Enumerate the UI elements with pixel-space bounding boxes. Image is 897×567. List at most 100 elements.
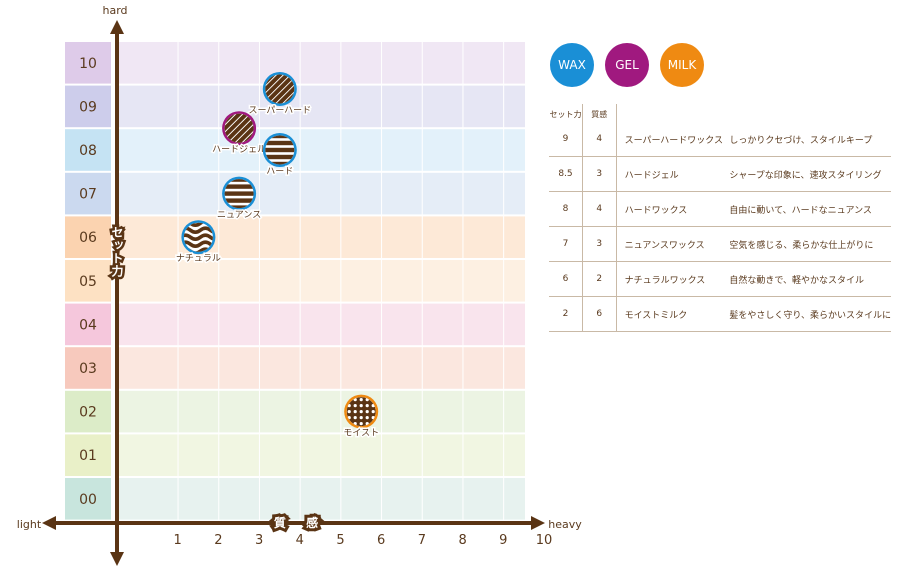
band-09 bbox=[117, 85, 525, 128]
legend-wax: WAX bbox=[550, 43, 594, 87]
texture-value: 2 bbox=[582, 261, 617, 297]
band-04 bbox=[117, 303, 525, 346]
x-tick-label: 4 bbox=[296, 533, 304, 548]
chart-bands bbox=[117, 41, 525, 521]
product-name: ハードワックス bbox=[616, 191, 728, 227]
y-tick-label: 01 bbox=[79, 448, 97, 464]
set-value: 8 bbox=[549, 191, 583, 227]
point-pattern bbox=[224, 179, 254, 209]
texture-value: 4 bbox=[582, 122, 617, 157]
y-tick-label: 04 bbox=[79, 317, 97, 333]
product-description: 自然な動きで、軽やかなスタイル bbox=[727, 261, 891, 297]
x-tick-label: 8 bbox=[458, 533, 466, 548]
point-label: ナチュラル bbox=[176, 253, 221, 264]
y-tick-bg-05 bbox=[65, 260, 111, 302]
product-description: 自由に動いて、ハードなニュアンス bbox=[727, 191, 891, 227]
point-label: スーパーハード bbox=[248, 105, 311, 116]
y-tick-label: 10 bbox=[79, 56, 97, 72]
table-header-blank-2 bbox=[727, 104, 891, 122]
point-dots: モイスト bbox=[342, 394, 381, 440]
set-value: 6 bbox=[549, 261, 583, 297]
y-tick-label: 08 bbox=[79, 143, 97, 159]
y-tick-label: 07 bbox=[79, 187, 97, 203]
x-min-label: light bbox=[17, 518, 42, 531]
point-diagonal: ハードジェル bbox=[211, 111, 268, 157]
band-03 bbox=[117, 347, 525, 389]
y-max-label: hard bbox=[102, 4, 127, 17]
table-header-texture: 質感 bbox=[582, 104, 617, 122]
point-horizontal: ハード bbox=[262, 133, 297, 179]
texture-value: 3 bbox=[582, 156, 617, 192]
x-axis-arrow-right bbox=[531, 516, 545, 530]
y-tick-bg-08 bbox=[65, 129, 111, 171]
band-07 bbox=[117, 172, 525, 215]
table-row: 9 4 スーパーハードワックス しっかりクセづけ、スタイルキープ bbox=[549, 122, 891, 157]
product-name: スーパーハードワックス bbox=[616, 122, 728, 157]
point-pattern bbox=[346, 397, 376, 427]
product-description: 空気を感じる、柔らかな仕上がりに bbox=[727, 226, 891, 262]
y-tick-bg-01 bbox=[65, 434, 111, 476]
set-value: 9 bbox=[549, 122, 583, 157]
table-row: 6 2 ナチュラルワックス 自然な動きで、軽やかなスタイル bbox=[549, 261, 891, 297]
texture-value: 4 bbox=[582, 191, 617, 227]
x-axis-arrow-left bbox=[42, 516, 56, 530]
product-name: ニュアンスワックス bbox=[616, 226, 728, 262]
texture-value: 6 bbox=[582, 296, 617, 332]
y-tick-label: 03 bbox=[79, 361, 97, 377]
legend-gel: GEL bbox=[605, 43, 649, 87]
product-description: シャープな印象に、速攻スタイリング bbox=[727, 156, 891, 192]
product-name: ハードジェル bbox=[616, 156, 728, 192]
set-value: 7 bbox=[549, 226, 583, 262]
x-max-label: heavy bbox=[548, 518, 582, 531]
band-08 bbox=[117, 129, 525, 171]
x-axis-title: 質 感 bbox=[274, 515, 326, 530]
point-label: モイスト bbox=[343, 429, 379, 439]
x-tick-label: 3 bbox=[255, 533, 263, 548]
y-tick-bg-04 bbox=[65, 303, 111, 346]
band-02 bbox=[117, 390, 525, 433]
point-label: ハード bbox=[266, 167, 293, 177]
y-tick-label: 05 bbox=[79, 274, 97, 290]
y-tick-label: 06 bbox=[79, 230, 97, 246]
y-tick-bg-06 bbox=[65, 216, 111, 258]
band-10 bbox=[117, 42, 525, 84]
product-description: しっかりクセづけ、スタイルキープ bbox=[727, 122, 891, 157]
x-tick-label: 1 bbox=[174, 533, 182, 548]
spec-table: セット力 質感 9 4 スーパーハードワックス しっかりクセづけ、スタイルキープ 8.5… bbox=[549, 104, 891, 332]
table-row: 8.5 3 ハードジェル シャープな印象に、速攻スタイリング bbox=[549, 156, 891, 192]
set-value: 8.5 bbox=[549, 156, 583, 192]
y-axis-arrow-top bbox=[110, 20, 124, 34]
y-tick-bg-10 bbox=[65, 42, 111, 84]
x-tick-label: 2 bbox=[214, 533, 222, 548]
table-row: 7 3 ニュアンスワックス 空気を感じる、柔らかな仕上がりに bbox=[549, 226, 891, 262]
x-tick-label: 6 bbox=[377, 533, 385, 548]
y-tick-label: 09 bbox=[79, 99, 97, 115]
x-tick-label: 10 bbox=[536, 533, 553, 548]
table-row: 2 6 モイストミルク 髪をやさしく守り、柔らかいスタイルに bbox=[549, 296, 891, 332]
table-header-set: セット力 bbox=[549, 104, 583, 122]
table-header-row: セット力 質感 bbox=[549, 104, 891, 122]
table-header-blank bbox=[616, 104, 727, 122]
y-tick-bg-03 bbox=[65, 347, 111, 389]
y-tick-label: 00 bbox=[79, 492, 97, 508]
point-diagonal: スーパーハード bbox=[247, 71, 313, 117]
point-label: ハードジェル bbox=[212, 145, 266, 155]
texture-value: 3 bbox=[582, 226, 617, 262]
y-axis-arrow-bottom bbox=[110, 552, 124, 566]
band-00 bbox=[117, 478, 525, 520]
y-tick-label: 02 bbox=[79, 405, 97, 421]
y-tick-labels: 00 01 02 03 04 05 06 07 08 09 10 bbox=[65, 42, 111, 520]
point-horizontal: ニュアンス bbox=[215, 176, 263, 222]
band-05 bbox=[117, 260, 525, 302]
point-label: ニュアンス bbox=[217, 211, 261, 221]
x-tick-labels: 1 2 3 4 5 6 7 8 9 10 bbox=[174, 533, 553, 548]
x-tick-label: 5 bbox=[336, 533, 344, 548]
point-pattern bbox=[265, 135, 295, 165]
product-description: 髪をやさしく守り、柔らかいスタイルに bbox=[727, 296, 891, 332]
x-tick-label: 7 bbox=[418, 533, 426, 548]
product-name: ナチュラルワックス bbox=[616, 261, 728, 297]
y-tick-bg-02 bbox=[65, 390, 111, 433]
